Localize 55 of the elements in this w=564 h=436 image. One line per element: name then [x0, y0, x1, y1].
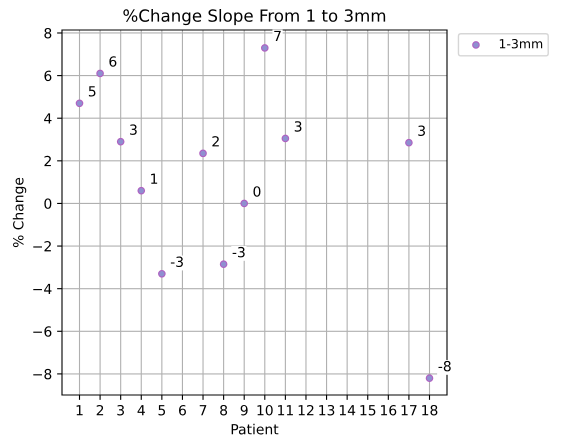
x-tick-label: 2	[96, 404, 104, 416]
data-label: 5	[88, 86, 96, 97]
data-label: 6	[109, 56, 116, 67]
x-tick-label: 3	[117, 404, 124, 416]
point	[260, 44, 269, 52]
x-tick-label: 1	[76, 405, 83, 416]
y-axis-title: % Change	[12, 178, 26, 248]
y-tick-label: 2	[44, 156, 51, 166]
x-axis-title: Patient	[232, 424, 278, 434]
x-tick-label: 18	[422, 404, 438, 416]
point	[220, 260, 228, 268]
point	[116, 138, 124, 146]
y-tick-label: 6	[44, 70, 52, 82]
point	[405, 138, 413, 147]
y-tick-label: 8	[44, 28, 52, 38]
x-tick-label: 15	[360, 405, 376, 416]
data-label: 3	[294, 121, 302, 132]
point	[426, 374, 434, 382]
data-label: 0	[253, 186, 260, 197]
y-tick-label: 4	[44, 113, 52, 124]
x-tick-label: 8	[220, 404, 228, 416]
point	[158, 270, 166, 278]
x-tick-label: 12	[298, 404, 314, 416]
x-tick-label: 4	[138, 405, 145, 416]
data-label: 3	[130, 124, 137, 135]
x-tick-label: 5	[158, 405, 166, 416]
x-tick-label: 17	[402, 405, 417, 416]
x-tick-label: 6	[178, 404, 186, 416]
x-tick-label: 7	[200, 405, 206, 416]
data-label: 2	[212, 136, 219, 146]
point	[199, 150, 207, 158]
data-label: 7	[274, 30, 281, 41]
x-tick-label: 13	[319, 404, 334, 416]
point	[76, 99, 84, 108]
x-tick-label: 11	[278, 405, 293, 416]
y-tick-label: −2	[33, 241, 51, 252]
x-tick-label: 9	[240, 404, 248, 416]
legend-label: 1-3mm	[500, 38, 542, 48]
data-label: -8	[438, 360, 451, 372]
point	[240, 200, 248, 208]
point	[282, 134, 290, 142]
x-tick-label: 16	[381, 404, 396, 416]
chart-title: %Change Slope From 1 to 3mm	[123, 9, 386, 26]
data-label: 3	[418, 125, 425, 136]
point	[96, 70, 104, 78]
y-tick-label: 0	[44, 198, 52, 209]
data-label: -3	[232, 246, 245, 258]
point	[137, 186, 146, 194]
y-tick-label: −4	[33, 284, 52, 294]
x-tick-label: 10	[257, 404, 273, 416]
data-label: 1	[151, 174, 158, 184]
y-tick-label: −8	[33, 368, 52, 380]
y-tick-label: −6	[33, 326, 52, 337]
x-tick-label: 14	[340, 405, 356, 416]
data-label: -3	[170, 256, 183, 268]
